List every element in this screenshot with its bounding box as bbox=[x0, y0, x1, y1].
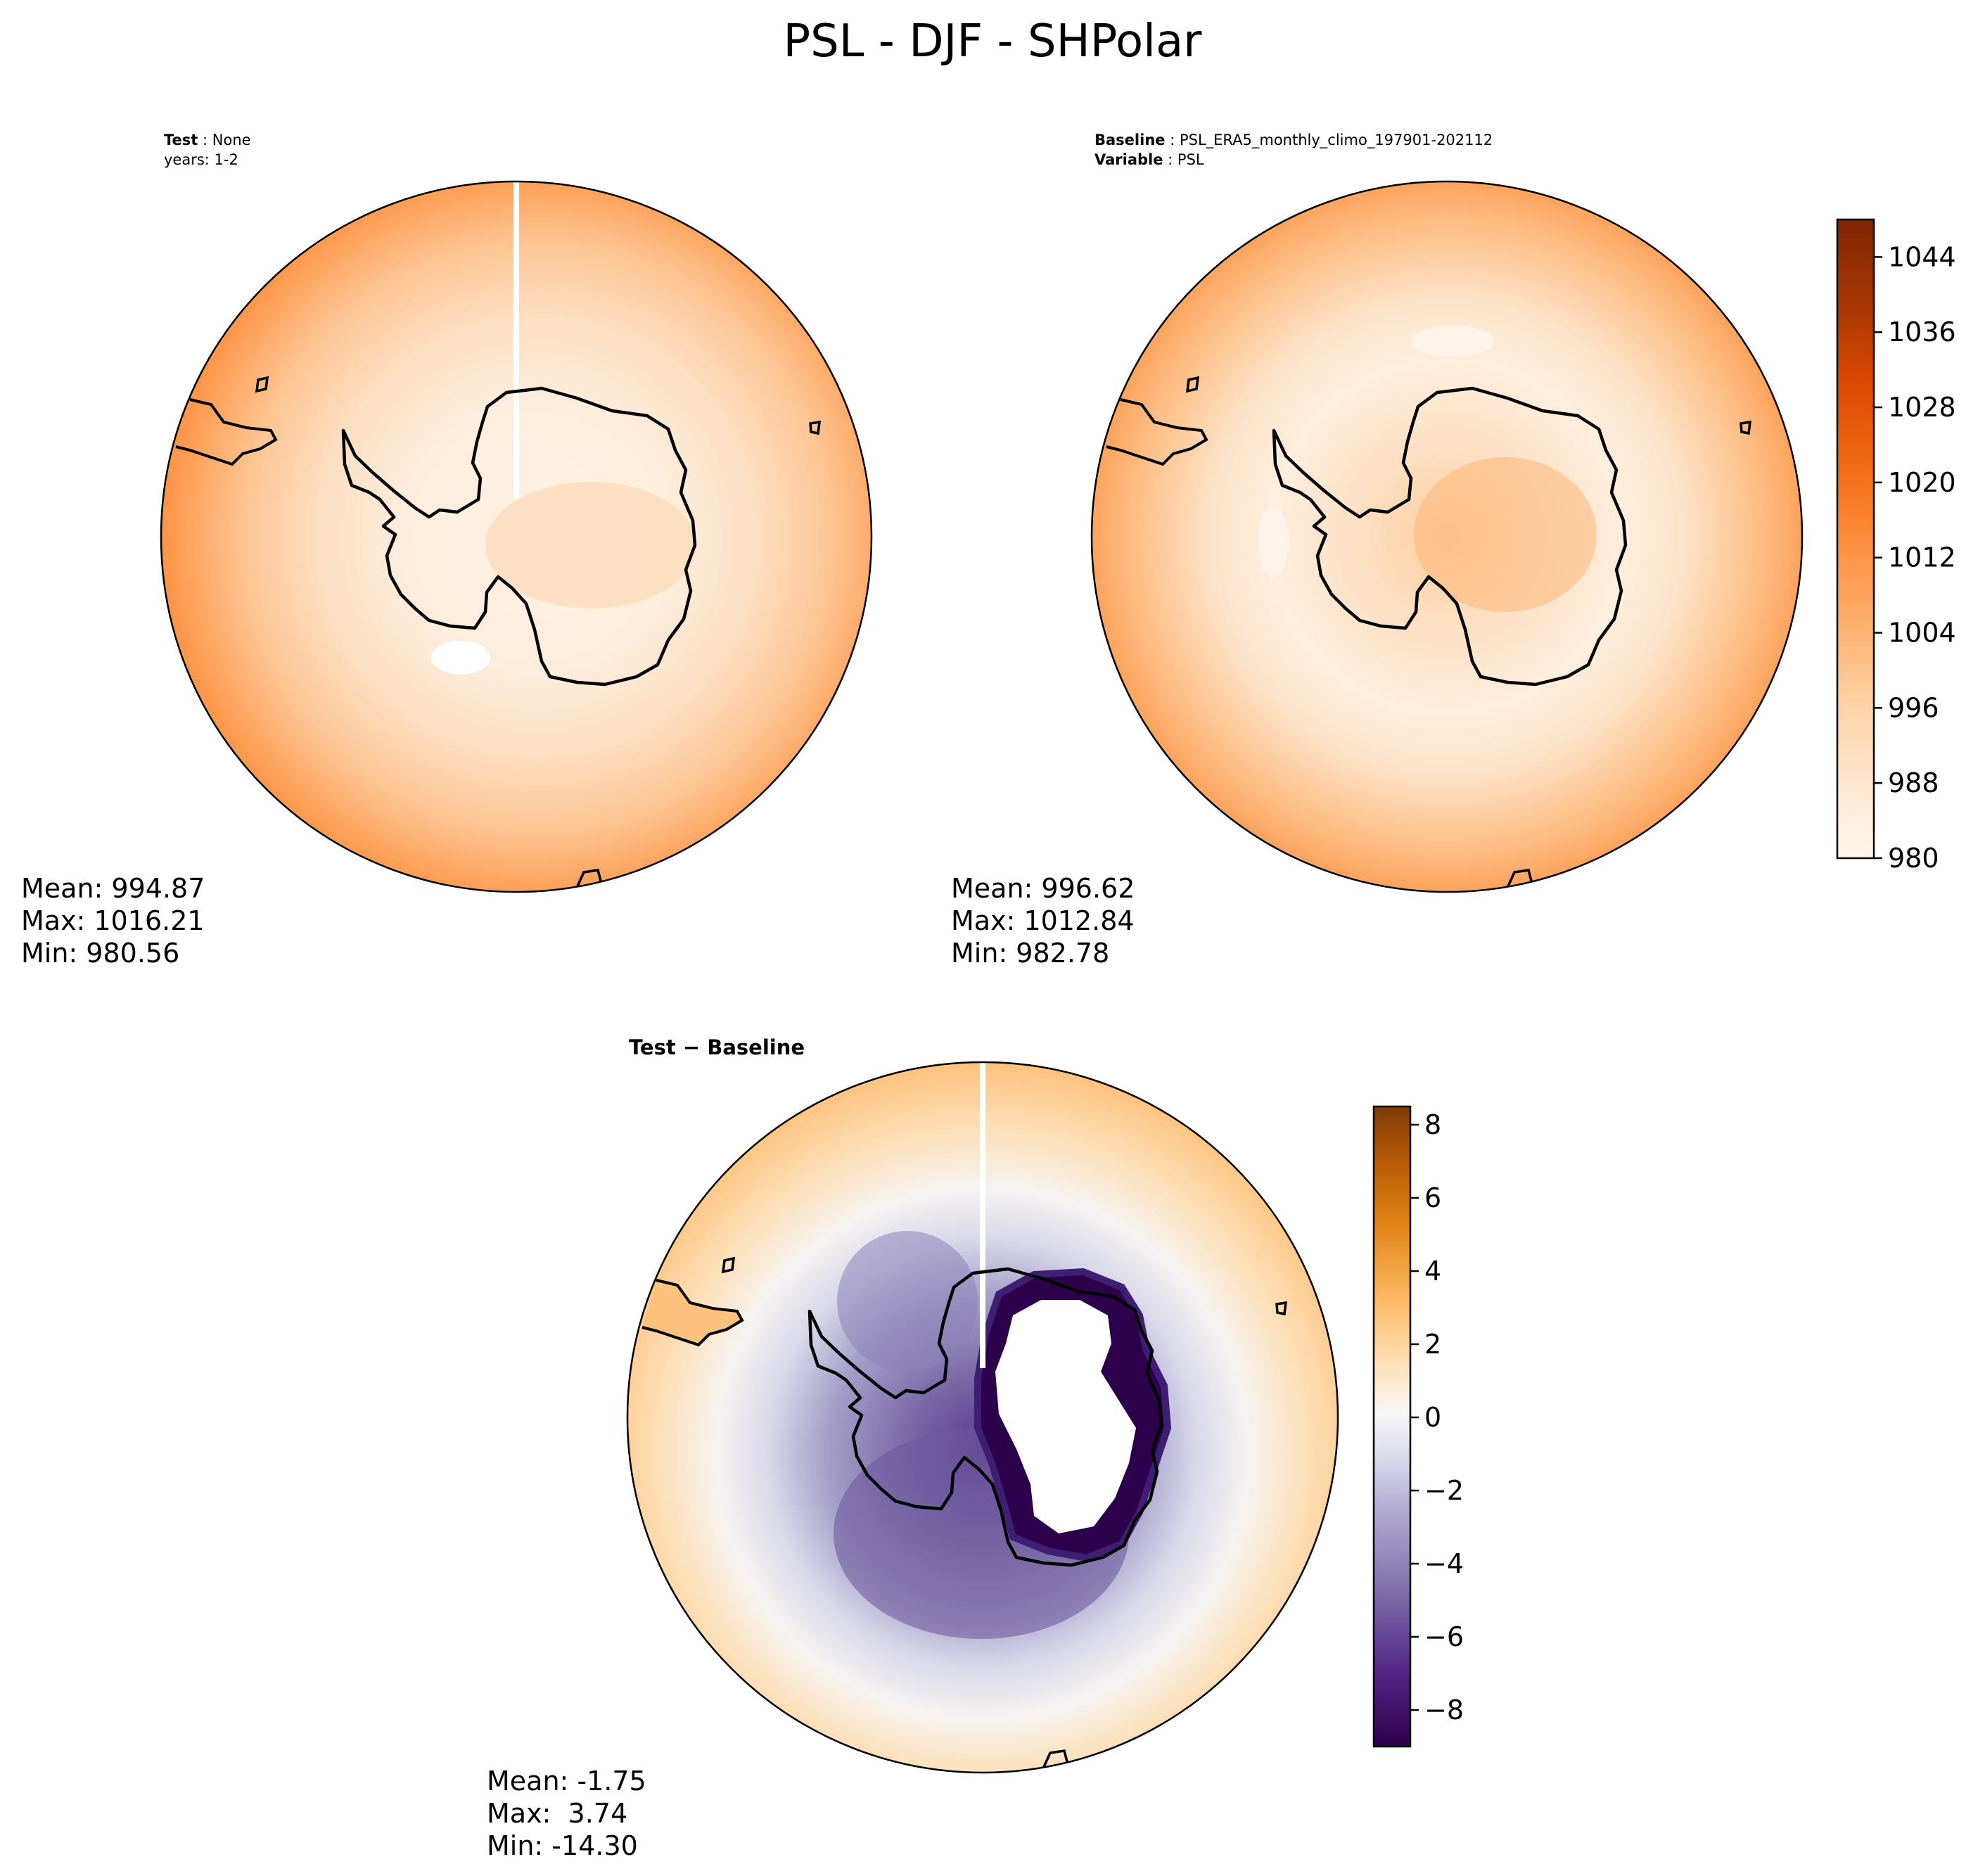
colorbar-tick-label: 1004 bbox=[1888, 618, 1956, 649]
island-outline bbox=[255, 376, 269, 393]
stat-min: Min: -14.30 bbox=[487, 1830, 638, 1861]
info-sep: : bbox=[198, 132, 212, 148]
stat-min: Min: 982.78 bbox=[951, 938, 1109, 969]
colorbar-tick-label: 980 bbox=[1888, 843, 1939, 874]
figure-title: PSL - DJF - SHPolar bbox=[784, 15, 1203, 68]
island-outline bbox=[1506, 869, 1534, 888]
stat-max: Max: 1012.84 bbox=[951, 905, 1135, 936]
info-title-difference: Test − Baseline bbox=[629, 1035, 805, 1059]
colorbar-tick-label: 0 bbox=[1424, 1402, 1441, 1433]
island-outline bbox=[721, 1256, 736, 1274]
info-sep: : bbox=[1163, 151, 1177, 168]
panel-test: Test : None years: 1-2 Mean: 994.87 Max:… bbox=[21, 132, 873, 969]
low-pressure-contour bbox=[1258, 506, 1289, 577]
antarctica-coastline bbox=[341, 386, 697, 687]
colorbar-tick-label: 6 bbox=[1424, 1182, 1441, 1213]
info-value-test: None bbox=[212, 132, 251, 148]
colorbar-tick-label: −4 bbox=[1424, 1548, 1464, 1579]
stat-mean: Mean: 996.62 bbox=[951, 873, 1135, 904]
info-key-variable: Variable bbox=[1094, 151, 1163, 168]
colorbar-tick-label: −8 bbox=[1424, 1695, 1464, 1725]
colorbar-tick-label: −2 bbox=[1424, 1475, 1464, 1506]
colorbar-tick-label: 1012 bbox=[1888, 542, 1956, 573]
stat-max: Max: 3.74 bbox=[487, 1798, 627, 1829]
svg-text:Variable : PSL: Variable : PSL bbox=[1094, 151, 1204, 168]
colorbar-tick-label: 988 bbox=[1888, 767, 1939, 798]
info-sep: : bbox=[1166, 132, 1180, 148]
island-outline bbox=[575, 869, 604, 888]
stat-min: Min: 980.56 bbox=[21, 938, 179, 969]
colorbar-tick-label: 1044 bbox=[1888, 241, 1956, 272]
south-america-coast bbox=[175, 398, 278, 466]
island-outline bbox=[1275, 1301, 1288, 1316]
island-outline bbox=[1185, 376, 1200, 393]
map-boundary bbox=[160, 180, 873, 893]
high-pressure-contour bbox=[485, 482, 696, 608]
south-america-coast bbox=[1106, 398, 1208, 466]
colorbar-tick-label: 1036 bbox=[1888, 317, 1956, 347]
south-america-coast bbox=[642, 1279, 744, 1347]
colorbar-difference: −8 −6 −4 −2 0 2 4 6 8 bbox=[1372, 1105, 1464, 1748]
low-pressure-minimum bbox=[431, 641, 490, 675]
negative-anomaly-region bbox=[837, 1231, 978, 1372]
colorbar-tick-label: 996 bbox=[1888, 692, 1939, 723]
info-key-test: Test bbox=[164, 132, 198, 148]
off-scale-region bbox=[995, 1300, 1136, 1533]
low-pressure-contour bbox=[1410, 326, 1495, 357]
colorbar-tick-label: 1028 bbox=[1888, 392, 1956, 423]
svg-text:Baseline : PSL_ERA5_monthly_cl: Baseline : PSL_ERA5_monthly_climo_197901… bbox=[1094, 132, 1493, 149]
colorbar-ticks: 980 988 996 1004 1012 1020 1028 1036 1044 bbox=[1874, 241, 1956, 874]
colorbar-absolute: 980 988 996 1004 1012 1020 1028 1036 1044 bbox=[1836, 218, 1956, 874]
stat-mean: Mean: -1.75 bbox=[487, 1766, 646, 1797]
info-key-baseline: Baseline bbox=[1094, 132, 1166, 148]
colorbar-tick-label: −6 bbox=[1424, 1621, 1464, 1652]
panel-difference: Test − Baseline Mean: -1.75 Max: 3.74 Mi… bbox=[487, 1035, 1339, 1861]
antarctica-coastline bbox=[808, 1267, 1163, 1567]
colorbar-bar bbox=[1836, 218, 1875, 860]
map-boundary bbox=[626, 1061, 1339, 1774]
info-years: years: 1-2 bbox=[164, 151, 238, 168]
antarctica-coastline bbox=[1272, 386, 1628, 687]
island-outline bbox=[809, 420, 822, 435]
colorbar-tick-label: 1020 bbox=[1888, 467, 1956, 498]
svg-text:Test : None: Test : None bbox=[164, 132, 251, 148]
data-seam bbox=[980, 1062, 985, 1368]
colorbar-tick-label: 8 bbox=[1424, 1109, 1441, 1140]
map-boundary bbox=[1090, 180, 1804, 893]
interior-high-contour bbox=[1414, 457, 1597, 612]
colorbar-bar bbox=[1372, 1105, 1412, 1748]
stat-mean: Mean: 994.87 bbox=[21, 873, 205, 904]
data-seam bbox=[513, 181, 519, 498]
island-outline bbox=[1042, 1749, 1070, 1769]
panel-baseline: Baseline : PSL_ERA5_monthly_climo_197901… bbox=[951, 132, 1804, 969]
stat-max: Max: 1016.21 bbox=[21, 905, 205, 936]
island-outline bbox=[1740, 420, 1752, 435]
info-value-variable: PSL bbox=[1177, 151, 1204, 168]
colorbar-tick-label: 4 bbox=[1424, 1256, 1441, 1287]
colorbar-ticks: −8 −6 −4 −2 0 2 4 6 8 bbox=[1410, 1109, 1464, 1725]
info-value-baseline: PSL_ERA5_monthly_climo_197901-202112 bbox=[1180, 132, 1493, 149]
colorbar-tick-label: 2 bbox=[1424, 1329, 1441, 1360]
